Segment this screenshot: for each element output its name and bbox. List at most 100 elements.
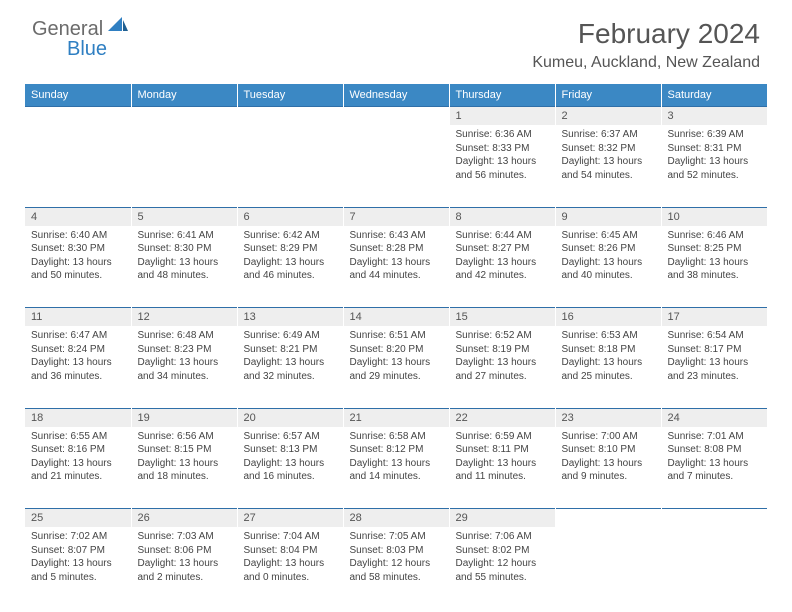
daylight-line2: and 9 minutes. xyxy=(562,470,655,484)
sunrise-text: Sunrise: 6:49 AM xyxy=(244,329,337,343)
sunset-text: Sunset: 8:17 PM xyxy=(668,343,762,357)
day-number-cell: 1 xyxy=(449,107,555,126)
day-number-cell: 27 xyxy=(237,509,343,528)
sunrise-text: Sunrise: 7:04 AM xyxy=(244,530,337,544)
day-number-cell: 28 xyxy=(343,509,449,528)
daylight-line1: Daylight: 13 hours xyxy=(668,457,762,471)
day-number-cell xyxy=(661,509,767,528)
daylight-line1: Daylight: 13 hours xyxy=(138,557,231,571)
daylight-line1: Daylight: 13 hours xyxy=(31,356,125,370)
day-number-cell: 20 xyxy=(237,408,343,427)
sunset-text: Sunset: 8:24 PM xyxy=(31,343,125,357)
day-content-cell: Sunrise: 6:39 AMSunset: 8:31 PMDaylight:… xyxy=(661,125,767,207)
day-content-cell: Sunrise: 6:56 AMSunset: 8:15 PMDaylight:… xyxy=(131,427,237,509)
daylight-line1: Daylight: 13 hours xyxy=(562,457,655,471)
daylight-line2: and 32 minutes. xyxy=(244,370,337,384)
daylight-line1: Daylight: 13 hours xyxy=(244,457,337,471)
day-content-cell: Sunrise: 6:42 AMSunset: 8:29 PMDaylight:… xyxy=(237,226,343,308)
sunset-text: Sunset: 8:12 PM xyxy=(350,443,443,457)
daylight-line1: Daylight: 13 hours xyxy=(350,457,443,471)
daylight-line1: Daylight: 12 hours xyxy=(456,557,549,571)
daylight-line1: Daylight: 13 hours xyxy=(456,155,549,169)
sunrise-text: Sunrise: 6:48 AM xyxy=(138,329,231,343)
daylight-line1: Daylight: 13 hours xyxy=(668,155,762,169)
daynum-row: 123 xyxy=(25,107,767,126)
daylight-line1: Daylight: 13 hours xyxy=(244,356,337,370)
daylight-line1: Daylight: 13 hours xyxy=(31,557,125,571)
day-content-cell: Sunrise: 6:45 AMSunset: 8:26 PMDaylight:… xyxy=(555,226,661,308)
daylight-line2: and 29 minutes. xyxy=(350,370,443,384)
sunset-text: Sunset: 8:16 PM xyxy=(31,443,125,457)
day-number-cell: 19 xyxy=(131,408,237,427)
day-number-cell: 10 xyxy=(661,207,767,226)
daynum-row: 2526272829 xyxy=(25,509,767,528)
daylight-line1: Daylight: 13 hours xyxy=(562,155,655,169)
daylight-line2: and 52 minutes. xyxy=(668,169,762,183)
day-content-cell xyxy=(661,527,767,609)
day-content-cell: Sunrise: 6:48 AMSunset: 8:23 PMDaylight:… xyxy=(131,326,237,408)
sunrise-text: Sunrise: 7:02 AM xyxy=(31,530,125,544)
daylight-line2: and 21 minutes. xyxy=(31,470,125,484)
day-content-cell: Sunrise: 6:49 AMSunset: 8:21 PMDaylight:… xyxy=(237,326,343,408)
daylight-line2: and 23 minutes. xyxy=(668,370,762,384)
col-tuesday: Tuesday xyxy=(237,84,343,107)
sunset-text: Sunset: 8:15 PM xyxy=(138,443,231,457)
day-number-cell: 23 xyxy=(555,408,661,427)
day-number-cell: 21 xyxy=(343,408,449,427)
day-content-cell: Sunrise: 6:36 AMSunset: 8:33 PMDaylight:… xyxy=(449,125,555,207)
daylight-line2: and 46 minutes. xyxy=(244,269,337,283)
day-number-cell: 25 xyxy=(25,509,131,528)
daylight-line2: and 40 minutes. xyxy=(562,269,655,283)
sunrise-text: Sunrise: 6:43 AM xyxy=(350,229,443,243)
day-number-cell: 6 xyxy=(237,207,343,226)
month-title: February 2024 xyxy=(532,18,760,50)
day-number-cell: 16 xyxy=(555,308,661,327)
day-number-cell: 5 xyxy=(131,207,237,226)
sunrise-text: Sunrise: 6:44 AM xyxy=(456,229,549,243)
sunrise-text: Sunrise: 6:39 AM xyxy=(668,128,762,142)
sunset-text: Sunset: 8:23 PM xyxy=(138,343,231,357)
day-number-cell: 8 xyxy=(449,207,555,226)
col-wednesday: Wednesday xyxy=(343,84,449,107)
day-content-cell: Sunrise: 7:03 AMSunset: 8:06 PMDaylight:… xyxy=(131,527,237,609)
daylight-line2: and 56 minutes. xyxy=(456,169,549,183)
sunrise-text: Sunrise: 6:54 AM xyxy=(668,329,762,343)
day-content-cell: Sunrise: 7:00 AMSunset: 8:10 PMDaylight:… xyxy=(555,427,661,509)
daynum-row: 45678910 xyxy=(25,207,767,226)
sunset-text: Sunset: 8:04 PM xyxy=(244,544,337,558)
sunrise-text: Sunrise: 6:52 AM xyxy=(456,329,549,343)
daylight-line1: Daylight: 13 hours xyxy=(244,256,337,270)
day-number-cell xyxy=(131,107,237,126)
sunrise-text: Sunrise: 6:41 AM xyxy=(138,229,231,243)
col-friday: Friday xyxy=(555,84,661,107)
sunset-text: Sunset: 8:10 PM xyxy=(562,443,655,457)
daylight-line2: and 48 minutes. xyxy=(138,269,231,283)
daylight-line2: and 55 minutes. xyxy=(456,571,549,585)
sunrise-text: Sunrise: 6:53 AM xyxy=(562,329,655,343)
title-block: February 2024 Kumeu, Auckland, New Zeala… xyxy=(532,18,760,72)
daylight-line2: and 42 minutes. xyxy=(456,269,549,283)
logo-sail-icon xyxy=(108,17,128,38)
daylight-line1: Daylight: 13 hours xyxy=(456,457,549,471)
col-monday: Monday xyxy=(131,84,237,107)
day-content-cell: Sunrise: 7:01 AMSunset: 8:08 PMDaylight:… xyxy=(661,427,767,509)
sunrise-text: Sunrise: 6:45 AM xyxy=(562,229,655,243)
sunset-text: Sunset: 8:29 PM xyxy=(244,242,337,256)
day-content-cell: Sunrise: 7:02 AMSunset: 8:07 PMDaylight:… xyxy=(25,527,131,609)
sunset-text: Sunset: 8:30 PM xyxy=(31,242,125,256)
sunrise-text: Sunrise: 6:47 AM xyxy=(31,329,125,343)
day-number-cell: 29 xyxy=(449,509,555,528)
sunrise-text: Sunrise: 7:05 AM xyxy=(350,530,443,544)
day-content-cell: Sunrise: 6:44 AMSunset: 8:27 PMDaylight:… xyxy=(449,226,555,308)
sunrise-text: Sunrise: 7:00 AM xyxy=(562,430,655,444)
day-content-cell: Sunrise: 6:46 AMSunset: 8:25 PMDaylight:… xyxy=(661,226,767,308)
daylight-line2: and 2 minutes. xyxy=(138,571,231,585)
daylight-line1: Daylight: 13 hours xyxy=(456,356,549,370)
daylight-line1: Daylight: 13 hours xyxy=(456,256,549,270)
day-number-cell: 22 xyxy=(449,408,555,427)
location-text: Kumeu, Auckland, New Zealand xyxy=(532,54,760,72)
content-row: Sunrise: 6:55 AMSunset: 8:16 PMDaylight:… xyxy=(25,427,767,509)
sunset-text: Sunset: 8:06 PM xyxy=(138,544,231,558)
day-content-cell: Sunrise: 7:04 AMSunset: 8:04 PMDaylight:… xyxy=(237,527,343,609)
daylight-line1: Daylight: 13 hours xyxy=(138,356,231,370)
